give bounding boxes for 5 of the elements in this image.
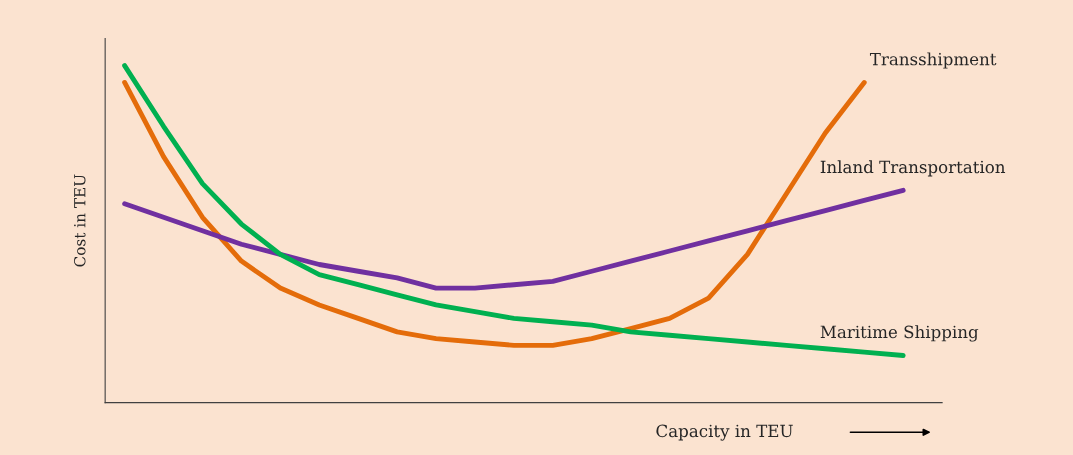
x-axis-title: Capacity in TEU bbox=[656, 424, 793, 441]
series-label: Inland Transportation bbox=[820, 160, 1006, 177]
series-label: Maritime Shipping bbox=[820, 325, 979, 342]
y-axis-title: Cost in TEU bbox=[73, 174, 86, 267]
series-label: Transshipment bbox=[869, 52, 997, 69]
